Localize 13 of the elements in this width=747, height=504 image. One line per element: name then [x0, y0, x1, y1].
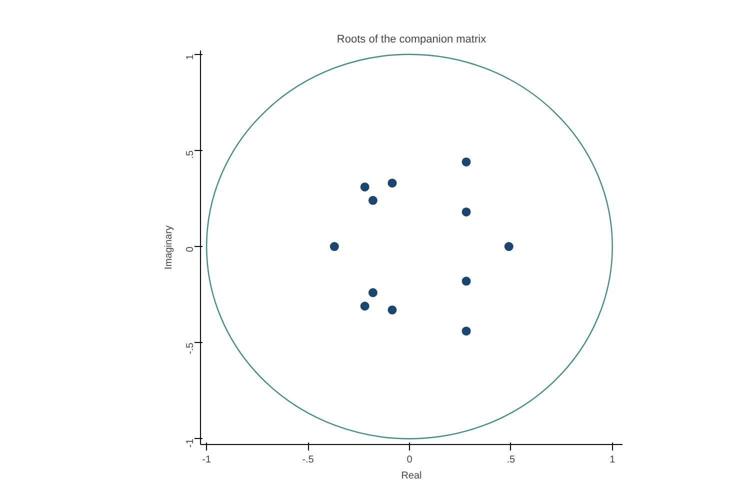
x-tick-label: .5 — [506, 454, 516, 466]
chart-title: Roots of the companion matrix — [336, 34, 487, 46]
x-tick-label: -1 — [202, 454, 212, 466]
y-axis-title: Imaginary — [164, 226, 174, 270]
x-tick-label: -.5 — [302, 454, 314, 466]
y-tick-label: .5 — [185, 150, 196, 159]
x-tick-label: 1 — [610, 454, 616, 466]
y-tick-label: 1 — [185, 54, 196, 60]
y-tick-label: -.5 — [185, 342, 196, 354]
y-tick-label: -1 — [185, 438, 196, 448]
x-tick-label: 0 — [406, 454, 413, 466]
y-tick-label: 0 — [185, 246, 196, 252]
x-axis-title: Real — [401, 470, 422, 482]
